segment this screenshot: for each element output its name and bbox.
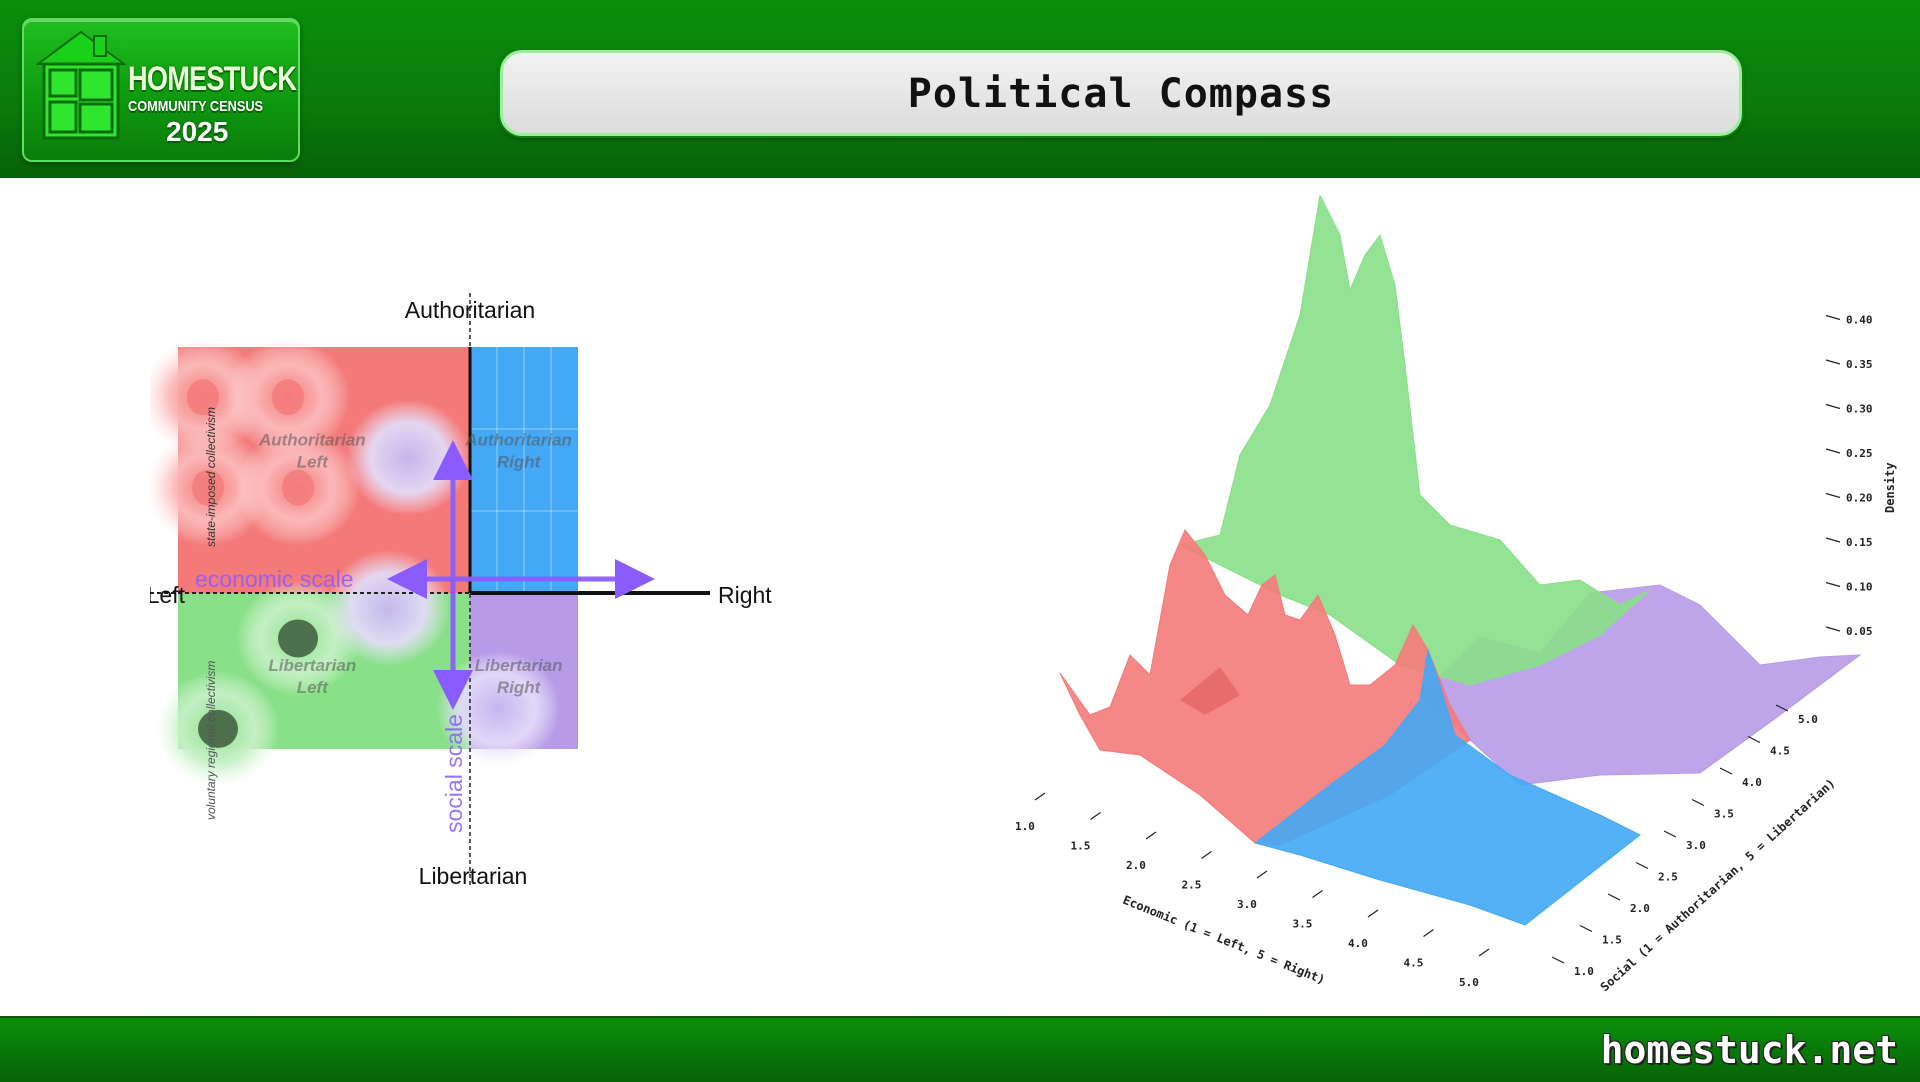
z-tick-mark	[1825, 626, 1841, 632]
z-tick-label: 0.25	[1846, 447, 1873, 460]
y-tick-mark	[1607, 893, 1621, 901]
x-tick-mark	[1090, 812, 1101, 820]
y-tick-label: 3.5	[1714, 808, 1734, 821]
y-tick-label: 3.0	[1686, 839, 1706, 852]
label-left: Left	[150, 582, 186, 608]
quadrant-label: Authoritarian	[258, 430, 366, 449]
x-tick-mark	[1423, 929, 1434, 937]
y-tick-mark	[1635, 861, 1649, 870]
density-surface-chart: 1.0 1.5 2.0 2.5 3.0 3.5 4.0 4.5 5.0 1.0 1.5 2.0 2.5…	[1015, 195, 1897, 994]
z-tick-mark	[1825, 448, 1841, 454]
logo-subtitle: COMMUNITY CENSUS	[128, 98, 264, 115]
logo-year: 2025	[166, 116, 229, 147]
z-tick-label: 0.35	[1846, 358, 1873, 371]
quadrant-authoritarian_right	[470, 347, 578, 593]
x-tick-label: 2.5	[1182, 879, 1202, 892]
page-title: Political Compass	[907, 71, 1335, 117]
density-peak	[192, 469, 224, 506]
density-peak	[198, 709, 238, 748]
y-tick-mark	[1663, 830, 1677, 838]
x-tick-label: 4.0	[1348, 937, 1368, 950]
political-compass-chart: Authoritarian Left Authoritarian Right Liber…	[150, 293, 772, 889]
z-tick-label: 0.20	[1846, 492, 1873, 505]
x-tick-mark	[1034, 792, 1046, 801]
label-libertarian: Libertarian	[419, 863, 528, 889]
surface-blue-region	[1253, 649, 1641, 926]
label-authoritarian: Authoritarian	[405, 297, 535, 323]
footer-bar: homestuck.net	[0, 1016, 1920, 1082]
z-tick-mark	[1825, 403, 1841, 410]
z-tick-label: 0.05	[1846, 625, 1873, 638]
x-tick-mark	[1201, 851, 1212, 859]
x-tick-label: 1.5	[1071, 840, 1091, 853]
y-tick-mark	[1775, 704, 1789, 712]
density-peak	[278, 619, 318, 658]
label-right: Right	[718, 582, 772, 608]
y-tick-label: 4.0	[1742, 776, 1762, 789]
census-logo[interactable]: HOMESTUCK COMMUNITY CENSUS 2025	[22, 18, 300, 162]
logo-title: HOMESTUCK	[128, 60, 297, 98]
z-tick-mark	[1825, 314, 1841, 321]
quadrant-label: Right	[497, 452, 542, 471]
quadrant-label: Libertarian	[268, 656, 356, 675]
x-tick-label: 5.0	[1459, 976, 1479, 989]
side-label-lower: voluntary regional collectivism	[204, 661, 218, 820]
x-tick-mark	[1312, 890, 1323, 898]
side-label-upper: state-imposed collectivism	[204, 407, 218, 547]
surface-green-region	[1178, 195, 1651, 686]
density-peak	[187, 379, 219, 416]
x-tick-label: 4.5	[1404, 957, 1424, 970]
y-tick-label: 1.0	[1574, 965, 1594, 978]
header-bar: HOMESTUCK COMMUNITY CENSUS 2025 Politica…	[0, 0, 1920, 178]
z-tick-label: 0.10	[1846, 581, 1873, 594]
site-link[interactable]: homestuck.net	[1600, 1028, 1898, 1072]
density-peak	[282, 469, 314, 506]
surface-red-ridge	[1180, 667, 1240, 715]
z-tick-mark	[1825, 537, 1841, 543]
y-tick-mark	[1551, 956, 1565, 964]
y-tick-label: 2.0	[1630, 902, 1650, 915]
z-tick-label: 0.40	[1846, 314, 1873, 327]
z-tick-label: 0.30	[1846, 403, 1873, 416]
z-tick-label: 0.15	[1846, 536, 1873, 549]
density-peak	[272, 379, 304, 416]
x-tick-mark	[1256, 870, 1268, 879]
social-scale-label: social scale	[441, 714, 467, 833]
y-tick-label: 4.5	[1770, 745, 1790, 758]
title-banner: Political Compass	[500, 50, 1742, 136]
x-tick-mark	[1478, 948, 1490, 957]
x-tick-label: 2.0	[1126, 859, 1146, 872]
house-icon	[36, 30, 126, 140]
x-tick-label: 1.0	[1015, 820, 1035, 833]
x-tick-label: 3.0	[1237, 898, 1257, 911]
y-tick-mark	[1747, 735, 1761, 744]
y-tick-mark	[1691, 798, 1705, 807]
x-tick-mark	[1367, 909, 1379, 918]
y-tick-mark	[1579, 924, 1593, 933]
z-tick-mark	[1825, 359, 1841, 365]
y-tick-mark	[1719, 767, 1733, 775]
y-tick-label: 2.5	[1658, 871, 1678, 884]
surface-z-axis-label: Density	[1883, 462, 1897, 513]
x-tick-mark	[1145, 831, 1157, 840]
quadrant-label: Libertarian	[475, 656, 563, 675]
quadrant-label: Left	[297, 452, 330, 471]
y-tick-label: 1.5	[1602, 934, 1622, 947]
quadrant-label: Authoritarian	[464, 430, 572, 449]
y-tick-label: 5.0	[1798, 713, 1818, 726]
economic-scale-label: economic scale	[195, 566, 354, 592]
quadrant-label: Right	[497, 678, 542, 697]
quadrant-label: Left	[297, 678, 330, 697]
density-blob	[346, 399, 470, 516]
z-tick-mark	[1825, 492, 1841, 499]
z-tick-mark	[1825, 581, 1841, 588]
x-tick-label: 3.5	[1293, 918, 1313, 931]
surface-x-axis-label: Economic (1 = Left, 5 = Right)	[1121, 893, 1327, 987]
